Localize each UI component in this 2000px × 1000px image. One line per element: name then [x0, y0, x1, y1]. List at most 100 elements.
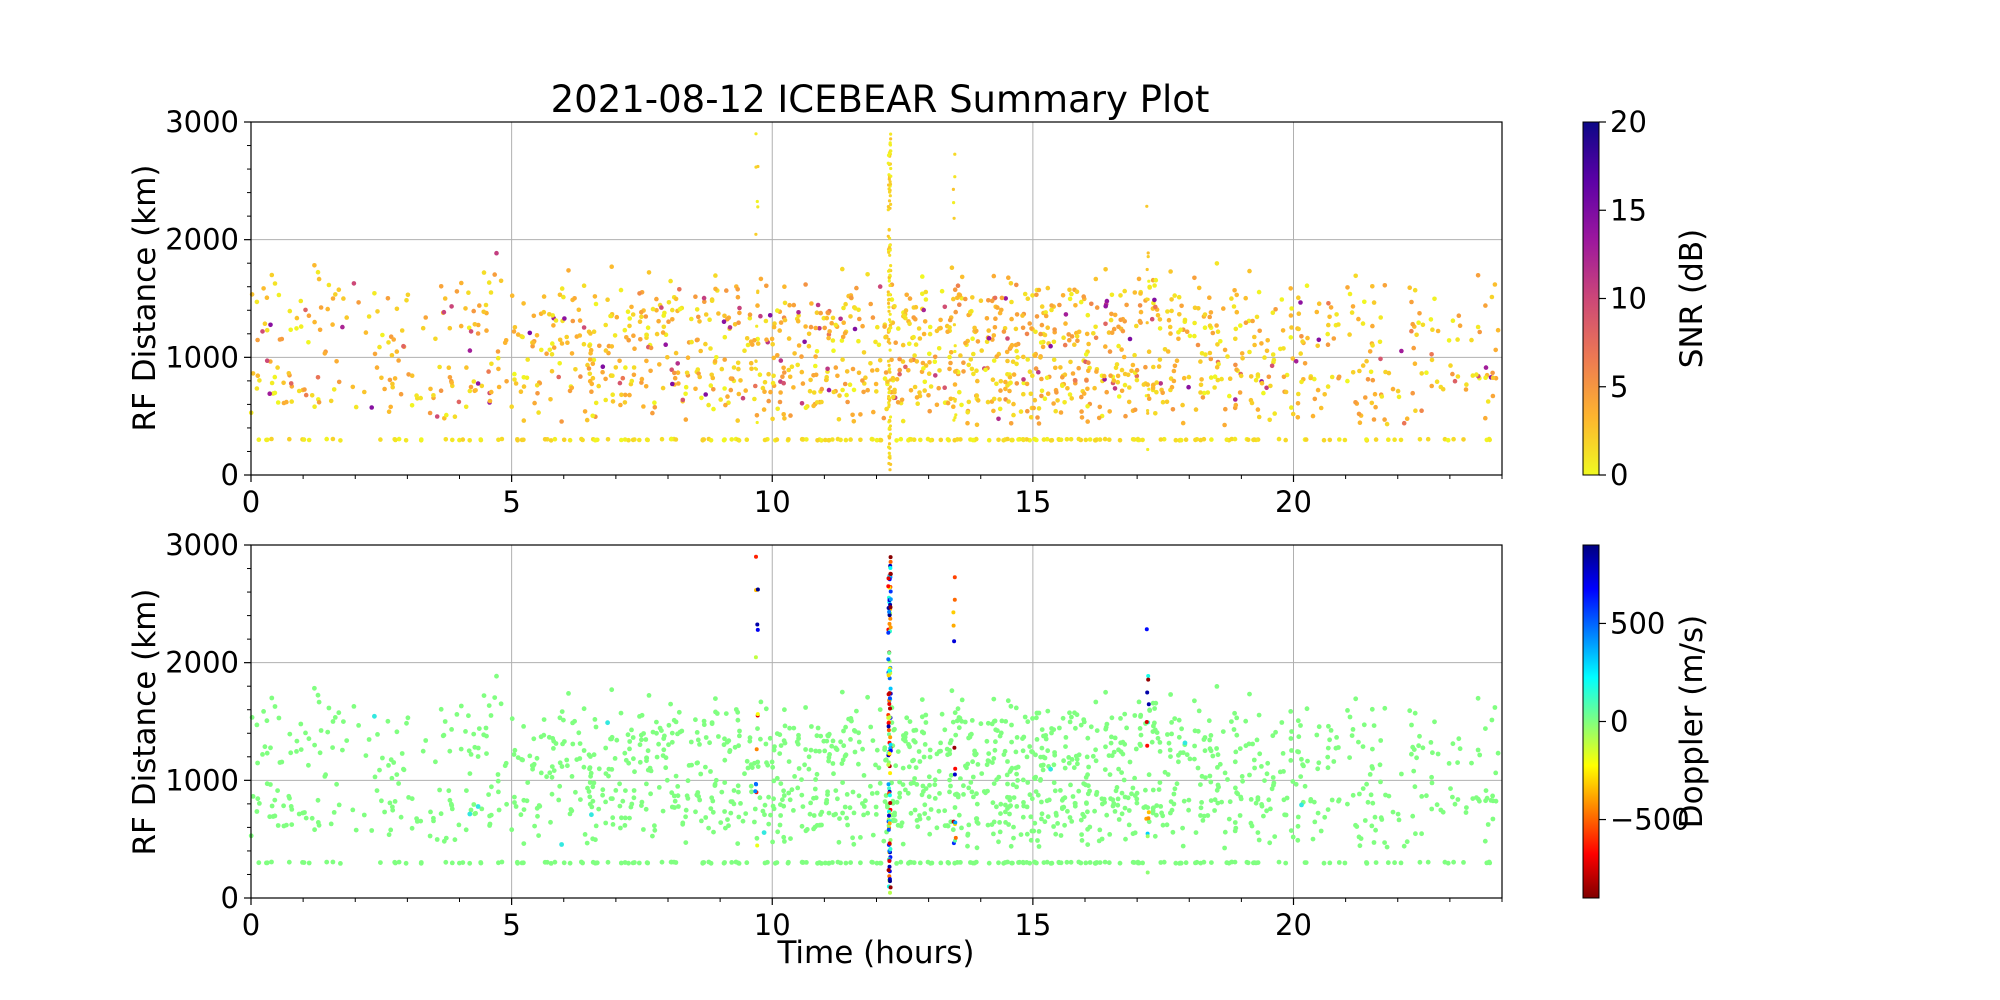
snr-point	[1092, 385, 1097, 391]
doppler-point	[860, 746, 865, 752]
snr-point	[1003, 386, 1008, 392]
doppler-point	[1103, 689, 1108, 695]
doppler-point	[809, 724, 814, 729]
doppler-point	[1281, 769, 1286, 774]
snr-point	[914, 359, 920, 364]
doppler-point	[1094, 728, 1100, 733]
snr-point	[951, 404, 956, 410]
doppler-point	[443, 859, 449, 865]
doppler-point	[842, 753, 848, 759]
x-tick-label: 15	[1014, 485, 1051, 519]
doppler-point	[1051, 824, 1056, 829]
doppler-point	[486, 703, 492, 708]
doppler-point	[1034, 715, 1039, 721]
doppler-point	[840, 810, 845, 816]
doppler-point	[927, 747, 933, 753]
snr-point	[1176, 294, 1182, 300]
snr-point	[1146, 255, 1150, 259]
doppler-point	[826, 758, 831, 764]
doppler-point	[763, 741, 769, 747]
snr-point	[843, 301, 848, 307]
snr-point	[957, 292, 963, 298]
snr-point	[267, 391, 273, 397]
doppler-point	[454, 712, 460, 717]
snr-point	[883, 334, 888, 340]
doppler-point	[603, 745, 609, 751]
doppler-point	[708, 806, 714, 811]
snr-point	[670, 381, 675, 387]
doppler-point	[836, 839, 842, 845]
snr-point	[476, 322, 481, 328]
snr-point	[1034, 314, 1040, 319]
doppler-point	[833, 745, 839, 751]
snr-point	[887, 442, 892, 446]
doppler-point	[521, 807, 527, 812]
snr-point	[771, 373, 776, 379]
snr-point	[590, 361, 596, 367]
snr-point	[648, 345, 654, 351]
doppler-point	[644, 755, 649, 761]
doppler-point	[745, 765, 751, 771]
snr-point	[1103, 303, 1108, 309]
snr-point	[639, 376, 645, 382]
doppler-point	[711, 829, 716, 835]
x-tick-label: 20	[1275, 485, 1312, 519]
doppler-point	[721, 742, 727, 748]
doppler-point	[1055, 821, 1060, 826]
doppler-point	[727, 748, 733, 753]
snr-point	[1302, 361, 1308, 366]
doppler-point	[1048, 766, 1053, 772]
doppler-point	[617, 781, 622, 787]
snr-point	[782, 284, 787, 290]
doppler-point	[693, 717, 698, 723]
doppler-point	[627, 746, 632, 752]
doppler-point	[851, 841, 857, 847]
doppler-point	[722, 736, 727, 742]
snr-point	[322, 351, 328, 356]
doppler-point	[1015, 778, 1020, 783]
doppler-point	[782, 839, 787, 844]
doppler-point	[1167, 747, 1173, 753]
doppler-point	[979, 771, 985, 776]
doppler-point	[956, 725, 962, 731]
doppler-point	[1143, 787, 1148, 793]
snr-point	[1280, 328, 1286, 333]
snr-point	[889, 166, 893, 171]
snr-point	[1256, 414, 1262, 420]
snr-point	[890, 375, 896, 381]
doppler-point	[1464, 805, 1469, 810]
doppler-point	[1127, 759, 1133, 765]
snr-point	[953, 175, 957, 179]
snr-point	[524, 375, 530, 381]
doppler-point	[1336, 745, 1341, 750]
snr-point	[1106, 330, 1112, 335]
doppler-point	[781, 788, 786, 794]
doppler-point	[1233, 785, 1238, 791]
doppler-point	[1028, 837, 1034, 843]
snr-point	[876, 342, 882, 348]
snr-point	[547, 312, 552, 317]
doppler-point	[1222, 770, 1228, 776]
doppler-point	[693, 809, 698, 815]
snr-point	[264, 295, 270, 301]
snr-point	[630, 437, 636, 443]
doppler-point	[569, 774, 575, 779]
doppler-point	[1001, 752, 1007, 757]
snr-point	[1014, 312, 1020, 317]
doppler-point	[1158, 860, 1164, 865]
snr-point	[495, 355, 501, 361]
snr-point	[1298, 351, 1303, 356]
colorbar-tick-label: 0	[1610, 458, 1628, 492]
doppler-point	[652, 823, 657, 829]
snr-point	[838, 437, 843, 443]
doppler-point	[1020, 736, 1025, 741]
doppler-point	[903, 731, 909, 736]
snr-point	[825, 366, 830, 372]
snr-point	[1432, 296, 1437, 302]
doppler-point	[992, 718, 998, 724]
doppler-point	[812, 786, 818, 792]
doppler-point	[312, 685, 317, 691]
doppler-point	[888, 589, 893, 594]
snr-point	[1049, 303, 1054, 308]
doppler-point	[1007, 811, 1012, 817]
